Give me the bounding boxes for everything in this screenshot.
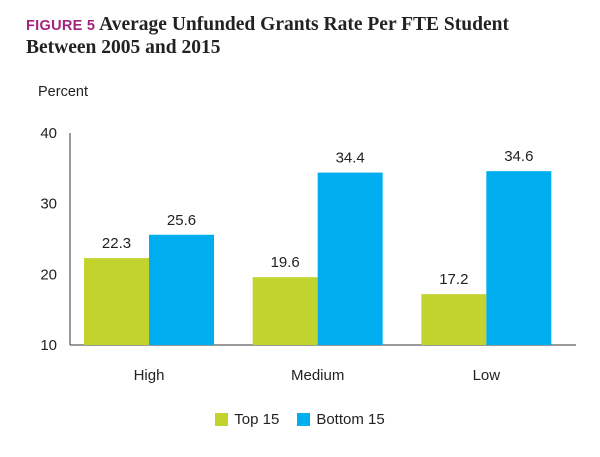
legend-label-bottom15: Bottom 15: [316, 411, 385, 428]
data-label: 34.4: [336, 150, 365, 167]
title-line-1: Average Unfunded Grants Rate Per FTE Stu…: [99, 14, 509, 35]
legend-item-top15: Top 15: [215, 411, 279, 428]
data-label: 34.6: [504, 148, 533, 165]
bar-bottom15-low: [486, 171, 552, 345]
chart-title-block: FIGURE 5 Average Unfunded Grants Rate Pe…: [26, 14, 586, 58]
y-tick-label: 20: [40, 266, 57, 283]
y-tick-label: 40: [40, 125, 57, 142]
y-tick-label: 30: [40, 196, 57, 213]
legend-label-top15: Top 15: [234, 411, 280, 428]
title-line-2: Between 2005 and 2015: [26, 37, 221, 58]
bar-bottom15-high: [149, 234, 214, 345]
data-label: 19.6: [271, 254, 300, 271]
chart-title: FIGURE 5 Average Unfunded Grants Rate Pe…: [26, 14, 586, 37]
x-category-label: Low: [473, 367, 501, 384]
data-label: 22.3: [102, 235, 131, 252]
x-category-label: High: [134, 367, 165, 384]
legend-swatch-bottom15: [297, 413, 311, 426]
figure-label: FIGURE 5: [26, 18, 96, 34]
legend-swatch-top15: [215, 413, 229, 426]
x-category-label: Medium: [291, 367, 344, 384]
data-label: 25.6: [167, 212, 196, 229]
bar-top15-high: [84, 258, 149, 345]
y-axis-label: Percent: [38, 84, 88, 100]
data-label: 17.2: [439, 271, 468, 288]
legend-item-bottom15: Bottom 15: [297, 411, 385, 428]
bar-top15-low: [421, 294, 487, 345]
bar-bottom15-medium: [317, 172, 383, 345]
legend: Top 15 Bottom 15: [0, 411, 600, 428]
bar-top15-medium: [252, 277, 318, 345]
y-tick-label: 10: [40, 337, 57, 354]
